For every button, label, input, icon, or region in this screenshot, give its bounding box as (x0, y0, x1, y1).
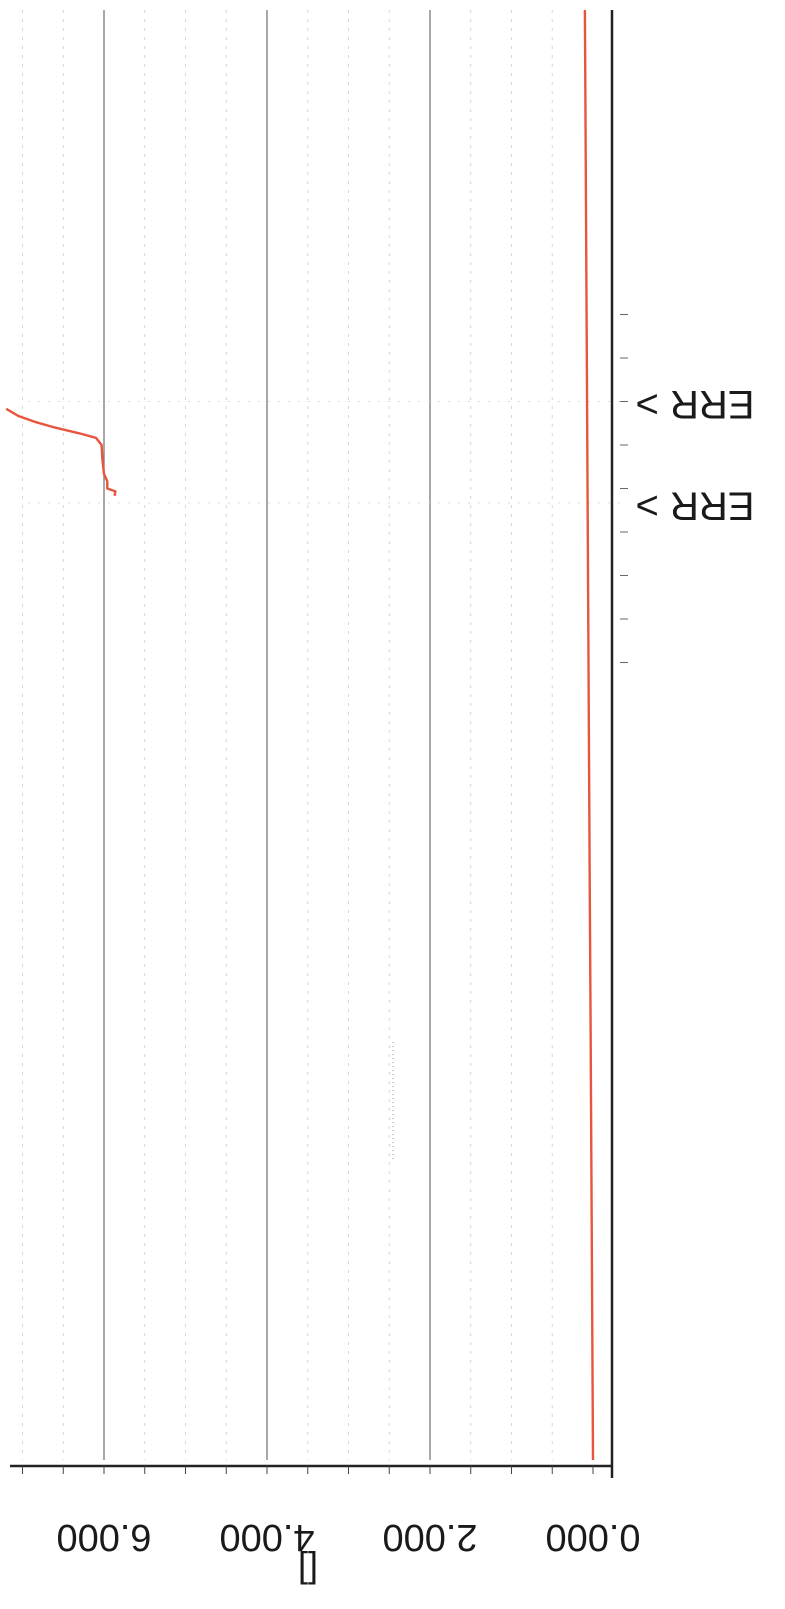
err-marker-label: ERR > (636, 483, 755, 527)
y-axis-label: [] (298, 1550, 318, 1591)
y-tick-label: 6.000 (56, 1516, 151, 1558)
y-tick-label: 0.000 (545, 1516, 640, 1558)
err-marker-label: ERR > (636, 382, 755, 426)
series-line (5, 407, 117, 497)
y-tick-label: 2.000 (382, 1516, 477, 1558)
series-line (583, 9, 595, 1461)
y-tick-label: 4.000 (219, 1516, 314, 1558)
